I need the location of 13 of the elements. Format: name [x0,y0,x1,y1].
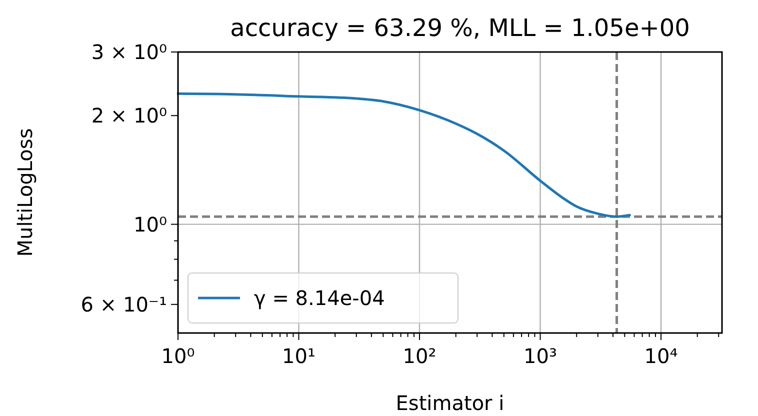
y-tick-label: 6 × 10⁻¹ [80,292,167,316]
chart-title: accuracy = 63.29 %, MLL = 1.05e+00 [230,14,690,42]
legend-label: γ = 8.14e-04 [254,286,385,310]
y-tick-label: 10⁰ [134,212,167,236]
x-tick-label: 10⁰ [161,344,195,368]
x-axis-title: Estimator i [396,391,504,415]
x-tick-label: 10¹ [282,344,316,368]
y-tick-label: 2 × 10⁰ [91,104,167,128]
y-tick-label: 3 × 10⁰ [91,40,167,64]
y-axis-title: MultiLogLoss [13,128,37,257]
x-tick-label: 10² [402,344,436,368]
x-tick-label: 10⁴ [644,344,678,368]
x-tick-label: 10³ [524,344,557,368]
